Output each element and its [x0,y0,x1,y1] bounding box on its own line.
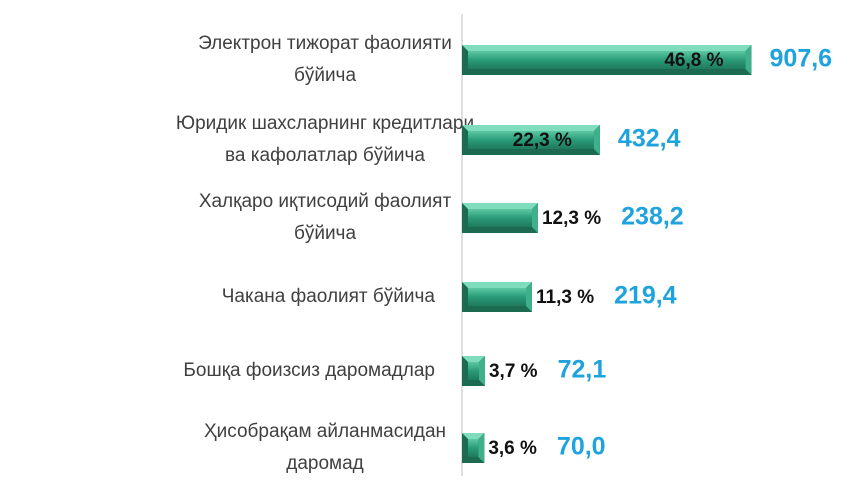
category-label: Бошқа фоизсиз даромадлар [183,360,435,381]
category-label: Ҳисобрақам айланмасидан [204,421,446,442]
value-label: 432,4 [618,125,681,153]
share-label: 46,8 % [664,50,723,71]
bar [462,203,538,233]
category-label: Электрон тижорат фаолияти [198,33,452,54]
category-label: ва кафолатлар бўйича [225,145,425,166]
bar-bevel [462,356,485,362]
share-label: 3,7 % [489,361,538,382]
bar-bevel [745,45,752,75]
category-label: даромад [286,453,364,474]
bar [462,45,752,75]
bar-face [468,131,594,149]
bar-bevel [593,125,600,155]
value-label: 70,0 [557,433,606,461]
bar-bevel [462,282,532,288]
bar-bevel [478,433,485,463]
category-label: бўйича [294,223,357,244]
bar [462,125,600,155]
share-label: 3,6 % [488,438,537,459]
value-label: 907,6 [770,45,833,73]
share-label: 22,3 % [513,130,572,151]
bar [462,282,532,312]
bar-bevel [525,282,532,312]
category-label: Чакана фаолият бўйича [222,286,436,307]
share-label: 11,3 % [536,287,594,308]
bar-face [468,209,532,227]
value-label: 238,2 [621,203,684,231]
share-label: 12,3 % [542,208,601,229]
bar [462,433,485,463]
bar-bevel [478,356,485,386]
value-label: 72,1 [558,356,607,384]
bar-bevel [462,125,600,131]
category-label: бўйича [294,65,357,86]
bar-face [468,439,479,457]
bar [462,356,485,386]
bar-face [468,288,526,306]
bar-face [468,362,479,380]
bar-bevel [531,203,538,233]
value-label: 219,4 [614,282,677,310]
bar-bevel [462,45,752,51]
bar-face [468,51,746,69]
bar-bevel [462,433,485,439]
category-label: Халқаро иқтисодий фаолият [199,191,452,212]
bar-bevel [462,203,538,209]
category-label: Юридик шахсларнинг кредитлари [176,113,474,134]
